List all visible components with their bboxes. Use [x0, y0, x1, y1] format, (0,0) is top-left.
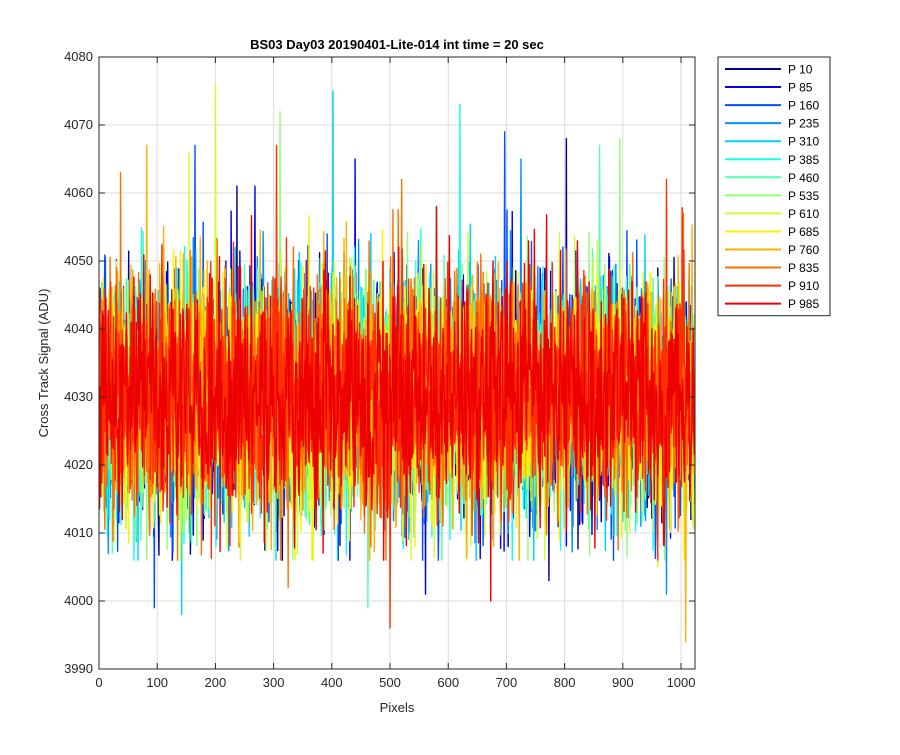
x-tick-label: 300 [263, 675, 285, 690]
y-tick-label: 4010 [64, 525, 93, 540]
legend-box [717, 56, 831, 317]
legend-label: P 460 [788, 171, 819, 185]
y-tick-label: 4020 [64, 457, 93, 472]
x-axis-label: Pixels [380, 700, 415, 715]
legend-label: P 235 [788, 117, 819, 131]
series-layer [99, 83, 695, 643]
y-tick-label: 3990 [64, 661, 93, 676]
legend-label: P 835 [788, 261, 819, 275]
y-tick-label: 4000 [64, 593, 93, 608]
y-tick-label: 4040 [64, 321, 93, 336]
legend-label: P 535 [788, 189, 819, 203]
y-tick-label: 4060 [64, 185, 93, 200]
legend-label: P 910 [788, 279, 819, 293]
x-tick-label: 200 [205, 675, 227, 690]
x-tick-label: 800 [554, 675, 576, 690]
legend: P 10 P 85 P 160 P 235 P 310 P 385 P 460 P 535 P … [717, 56, 831, 317]
x-tick-label: 0 [95, 675, 102, 690]
x-tick-label: 700 [496, 675, 518, 690]
x-tick-label: 900 [612, 675, 634, 690]
y-axis-label: Cross Track Signal (ADU) [36, 289, 51, 438]
legend-label: P 985 [788, 297, 819, 311]
legend-label: P 760 [788, 243, 819, 257]
x-tick-label: 100 [146, 675, 168, 690]
y-tick-label: 4030 [64, 389, 93, 404]
x-tick-label: 600 [437, 675, 459, 690]
legend-label: P 10 [788, 63, 813, 77]
axis-ticks: 0 100 200 300 400 500 600 700 800 900 1000 3990 4000… [64, 49, 695, 690]
x-tick-label: 1000 [667, 675, 696, 690]
y-tick-label: 4080 [64, 49, 93, 64]
chart-title: BS03 Day03 20190401-Lite-014 int time = … [250, 37, 544, 52]
series-line [99, 205, 695, 602]
x-tick-label: 500 [379, 675, 401, 690]
legend-label: P 685 [788, 225, 819, 239]
y-tick-label: 4070 [64, 117, 93, 132]
x-tick-label: 400 [321, 675, 343, 690]
legend-label: P 385 [788, 153, 819, 167]
legend-label: P 85 [788, 81, 813, 95]
legend-label: P 610 [788, 207, 819, 221]
legend-label: P 310 [788, 135, 819, 149]
y-tick-label: 4050 [64, 253, 93, 268]
legend-label: P 160 [788, 99, 819, 113]
plot-frame [98, 56, 696, 670]
